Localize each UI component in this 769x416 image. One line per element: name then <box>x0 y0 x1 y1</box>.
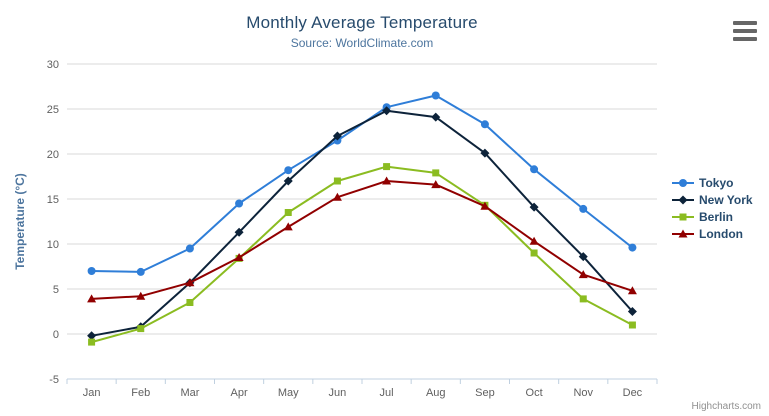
legend-item-berlin[interactable]: Berlin <box>672 208 753 225</box>
x-axis-label: Aug <box>426 387 446 399</box>
data-point-tokyo[interactable] <box>530 165 539 174</box>
legend-item-new-york[interactable]: New York <box>672 191 753 208</box>
legend-marker <box>679 178 687 187</box>
y-axis-label: -5 <box>49 374 59 386</box>
legend-item-tokyo[interactable]: Tokyo <box>672 174 753 191</box>
highcharts-credit[interactable]: Highcharts.com <box>691 401 761 412</box>
hamburger-icon <box>733 37 757 41</box>
series-line-tokyo <box>91 94 634 273</box>
y-axis-label: 5 <box>53 284 59 296</box>
legend-item-label: New York <box>699 192 753 207</box>
chart-subtitle: Source: WorldClimate.com <box>290 36 434 50</box>
x-axis-label: May <box>278 387 299 399</box>
x-axis-label: Mar <box>180 387 199 399</box>
data-point-berlin[interactable] <box>530 249 538 257</box>
legend-item-label: Tokyo <box>699 175 734 190</box>
data-point-london[interactable] <box>529 236 539 245</box>
x-axis-label: Oct <box>526 387 543 399</box>
data-point-tokyo[interactable] <box>579 204 588 213</box>
data-point-berlin[interactable] <box>284 209 292 216</box>
data-point-london[interactable] <box>578 270 588 279</box>
legend-item-label: Berlin <box>699 209 734 224</box>
legend: Tokyo New York Berlin London <box>672 174 753 242</box>
data-point-london[interactable] <box>283 222 293 231</box>
data-point-berlin[interactable] <box>628 321 636 329</box>
data-point-berlin[interactable] <box>88 338 96 346</box>
x-axis-label: Jun <box>329 387 347 399</box>
y-axis-title: Temperature (°C) <box>13 173 27 270</box>
y-axis-label: 15 <box>47 194 59 206</box>
x-axis-label: Jul <box>380 387 394 399</box>
y-axis-label: 25 <box>47 104 59 116</box>
data-point-tokyo[interactable] <box>136 267 145 276</box>
data-point-london[interactable] <box>627 286 637 295</box>
data-point-berlin[interactable] <box>137 325 145 333</box>
data-point-tokyo[interactable] <box>185 244 194 253</box>
hamburger-icon <box>733 21 757 25</box>
legend-item-label: London <box>699 226 743 241</box>
data-point-new-york[interactable] <box>578 252 588 262</box>
x-axis-label: Dec <box>623 387 643 399</box>
diamond-marker-icon <box>672 195 694 204</box>
y-axis-label: 30 <box>47 59 59 71</box>
x-axis-label: Apr <box>231 387 248 399</box>
data-point-berlin[interactable] <box>186 299 194 306</box>
x-axis-label: Jan <box>83 387 101 399</box>
circle-marker-icon <box>672 178 694 187</box>
data-point-berlin[interactable] <box>333 177 341 185</box>
data-point-tokyo[interactable] <box>284 166 293 175</box>
legend-marker <box>679 213 687 220</box>
legend-marker <box>678 195 688 204</box>
data-point-london[interactable] <box>234 253 244 261</box>
data-point-new-york[interactable] <box>332 131 342 141</box>
data-point-berlin[interactable] <box>432 169 440 177</box>
data-point-berlin[interactable] <box>383 163 391 171</box>
data-point-tokyo[interactable] <box>480 120 489 129</box>
data-point-tokyo[interactable] <box>431 91 440 100</box>
data-point-new-york[interactable] <box>627 307 637 316</box>
series-line-berlin <box>91 165 633 344</box>
square-marker-icon <box>672 213 694 220</box>
data-point-new-york[interactable] <box>480 148 490 158</box>
data-point-london[interactable] <box>136 291 146 300</box>
x-axis-label: Feb <box>131 387 150 399</box>
hamburger-icon <box>733 29 757 33</box>
data-point-new-york[interactable] <box>529 202 539 212</box>
series-line-london <box>91 180 633 300</box>
legend-item-london[interactable]: London <box>672 225 753 242</box>
data-point-tokyo[interactable] <box>628 243 637 252</box>
chart-title: Monthly Average Temperature <box>246 13 478 32</box>
data-point-tokyo[interactable] <box>87 267 96 275</box>
data-point-new-york[interactable] <box>87 331 97 341</box>
export-menu-button[interactable] <box>733 21 757 41</box>
data-point-tokyo[interactable] <box>235 199 244 208</box>
data-point-new-york[interactable] <box>283 176 293 186</box>
data-point-new-york[interactable] <box>382 106 392 116</box>
data-point-berlin[interactable] <box>579 295 587 303</box>
data-point-london[interactable] <box>431 180 441 189</box>
data-point-london[interactable] <box>480 201 490 210</box>
data-point-new-york[interactable] <box>431 112 441 122</box>
y-axis-label: 10 <box>47 239 59 251</box>
series-line-new-york <box>91 109 634 337</box>
data-point-london[interactable] <box>87 294 97 303</box>
data-point-new-york[interactable] <box>234 227 244 237</box>
data-point-london[interactable] <box>185 278 195 287</box>
data-point-london[interactable] <box>382 176 392 185</box>
legend-marker <box>678 229 688 237</box>
data-point-london[interactable] <box>332 192 342 201</box>
x-axis-label: Nov <box>573 387 593 399</box>
x-axis-label: Sep <box>475 387 495 399</box>
y-axis-label: 20 <box>47 149 59 161</box>
y-axis-label: 0 <box>53 329 59 341</box>
triangle-marker-icon <box>672 229 694 237</box>
